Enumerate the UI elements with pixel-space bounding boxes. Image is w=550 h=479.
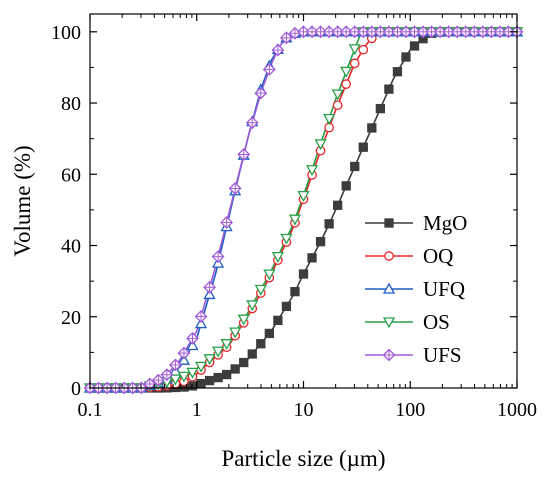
data-point-os [186, 367, 199, 379]
series-markers-mgo [85, 27, 522, 393]
data-point-mgo [401, 52, 411, 62]
data-point-mgo [341, 181, 351, 191]
data-point-os [263, 269, 276, 281]
data-point-os [280, 233, 293, 245]
axis-ticks [89, 14, 518, 389]
data-point-os [229, 327, 242, 339]
data-point-ufq [186, 339, 199, 351]
legend-marker-ufq [382, 282, 396, 294]
data-point-os [314, 139, 327, 151]
data-point-os [271, 251, 284, 263]
data-point-oq [341, 79, 352, 89]
y-axis-title: Volume (%) [10, 145, 35, 256]
legend-label-ufs: UFS [423, 343, 462, 367]
data-point-mgo [324, 219, 334, 229]
data-point-mgo [358, 142, 368, 152]
data-point-mgo [290, 287, 300, 297]
data-point-mgo [384, 84, 394, 94]
data-point-os [177, 371, 191, 383]
legend: MgO OQ UFQ OS UFS [365, 211, 467, 367]
data-point-os [297, 191, 310, 202]
data-point-os [348, 44, 361, 56]
data-point-mgo [213, 372, 223, 383]
data-point-os [288, 214, 302, 226]
series-markers-oq [85, 26, 522, 393]
x-tick-label: 100 [395, 399, 425, 421]
legend-label-ufq: UFQ [423, 277, 465, 301]
data-point-mgo [187, 381, 198, 391]
data-point-oq [358, 44, 369, 55]
data-point-os [331, 89, 344, 101]
y-axis-tick-labels: 0 20 40 60 80 100 [51, 22, 81, 400]
data-point-mgo [247, 349, 257, 359]
series-markers-ufq [83, 25, 524, 393]
series-line-ufq [90, 30, 517, 389]
data-point-mgo [350, 161, 360, 172]
legend-label-os: OS [423, 310, 450, 334]
series-markers [83, 25, 524, 395]
x-tick-label: 0.1 [78, 399, 103, 421]
y-tick-label: 40 [61, 236, 81, 258]
data-point-ufq [194, 317, 208, 329]
x-tick-label: 10 [294, 399, 314, 421]
y-tick-label: 100 [51, 22, 81, 44]
data-point-os [305, 165, 319, 177]
data-point-os [323, 113, 336, 125]
y-tick-label: 0 [71, 378, 81, 400]
data-point-mgo [409, 41, 420, 51]
legend-label-mgo: MgO [423, 211, 467, 235]
y-tick-label: 20 [61, 307, 81, 329]
data-point-mgo [298, 269, 309, 279]
data-point-os [237, 314, 250, 326]
series-lines [90, 30, 517, 389]
legend-marker-os [382, 317, 396, 329]
data-point-mgo [392, 67, 403, 77]
x-axis-tick-labels: 0.1 1 10 100 1000 [78, 399, 538, 421]
x-tick-label: 1 [192, 399, 202, 421]
x-axis-title: Particle size (µm) [222, 446, 386, 471]
data-point-mgo [204, 375, 215, 386]
legend-marker-mgo [384, 218, 394, 228]
legend-label-oq: OQ [423, 244, 453, 268]
data-point-mgo [196, 378, 206, 389]
x-tick-label: 1000 [497, 399, 537, 421]
data-point-mgo [264, 328, 274, 339]
data-point-mgo [367, 123, 377, 133]
data-point-mgo [273, 315, 283, 326]
y-tick-label: 80 [61, 93, 81, 115]
data-point-ufq [203, 288, 216, 300]
series-line-os [90, 30, 517, 389]
data-point-mgo [375, 103, 386, 114]
y-tick-label: 60 [61, 164, 81, 186]
data-point-ufq [177, 353, 191, 365]
data-point-os [254, 284, 267, 296]
data-point-os [340, 66, 353, 78]
series-line-ufs [90, 30, 517, 389]
data-point-mgo [230, 364, 240, 374]
data-point-os [211, 346, 225, 358]
data-point-mgo [221, 369, 232, 380]
series-markers-ufs [83, 25, 524, 395]
data-point-os [203, 354, 216, 366]
data-point-oq [349, 58, 360, 69]
data-point-mgo [307, 253, 317, 263]
legend-marker-oq [384, 251, 394, 261]
series-line-oq [90, 30, 517, 389]
data-point-os [220, 339, 233, 351]
data-point-mgo [315, 237, 326, 247]
data-point-oq [332, 100, 343, 111]
data-point-mgo [256, 339, 266, 349]
data-point-mgo [239, 357, 249, 368]
series-line-mgo [90, 30, 517, 389]
data-point-os [194, 361, 208, 373]
data-point-os [246, 300, 259, 312]
data-point-mgo [333, 200, 343, 210]
data-point-mgo [281, 301, 292, 312]
data-point-os [169, 374, 182, 386]
